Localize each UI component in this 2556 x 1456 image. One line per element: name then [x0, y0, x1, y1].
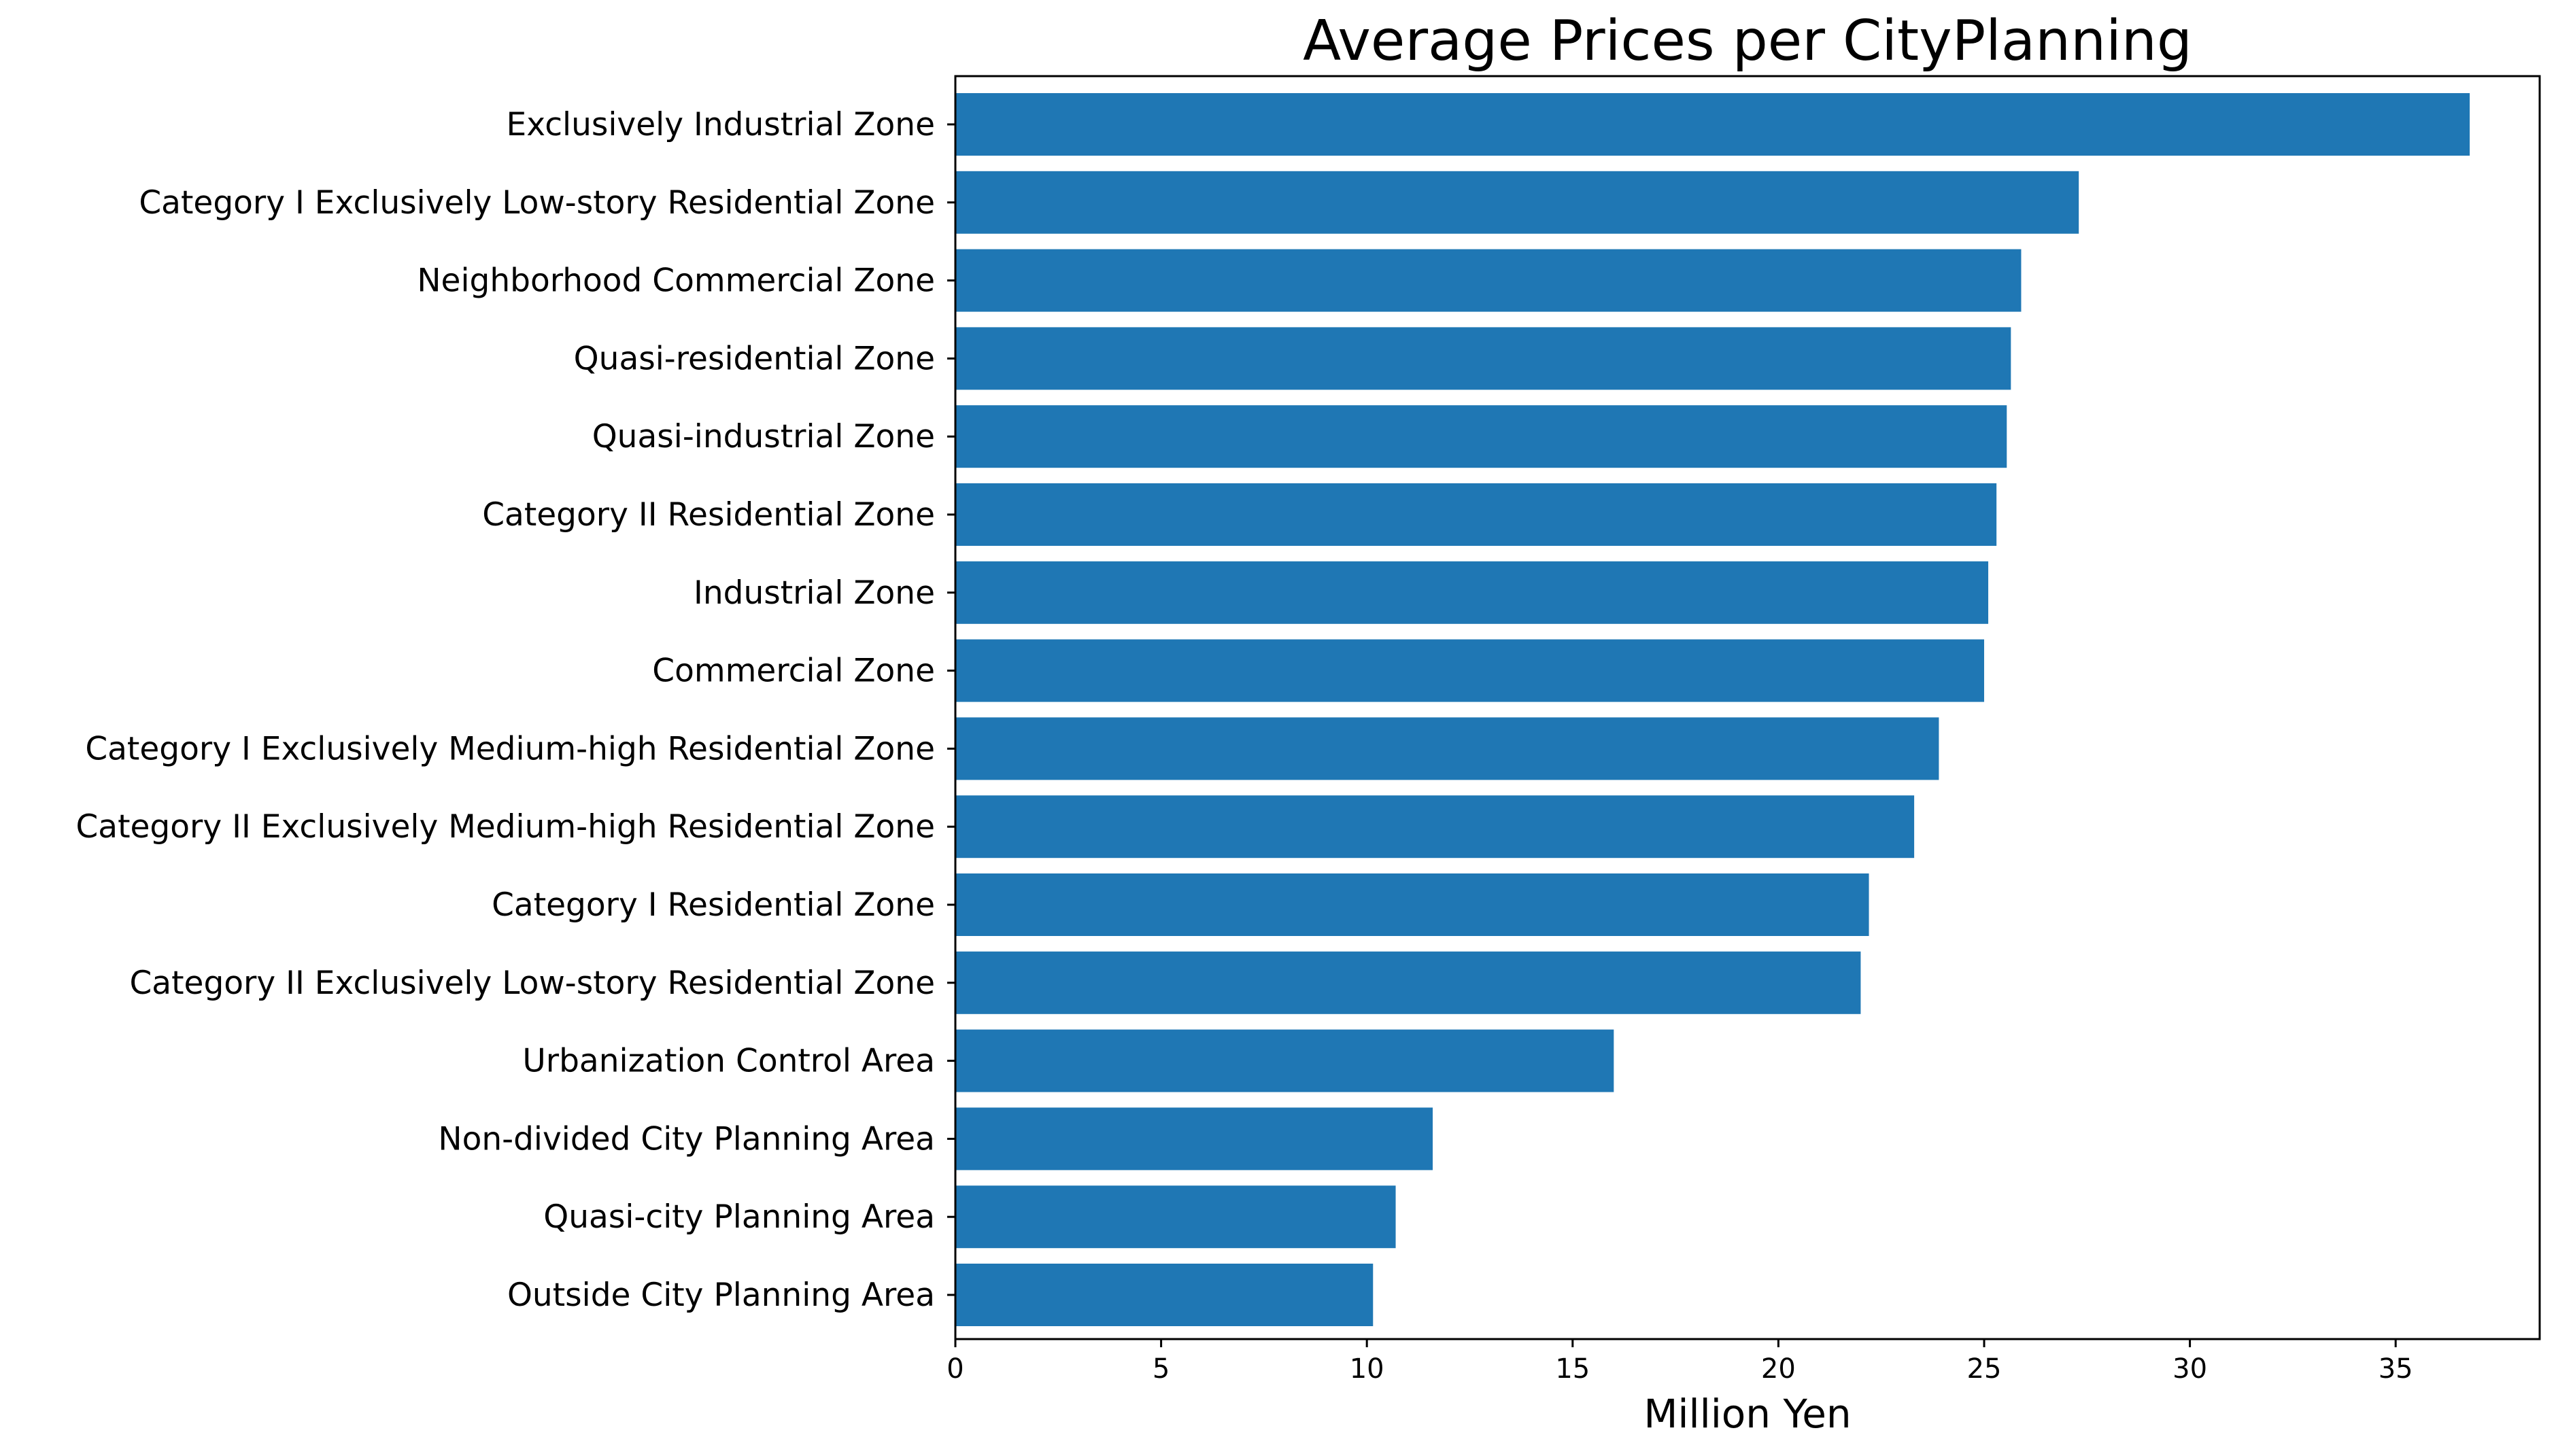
bar-10: [955, 873, 1869, 936]
bar-0: [955, 93, 2470, 156]
category-label-1: Category I Exclusively Low-story Residen…: [139, 184, 935, 222]
x-tick-label-4: 20: [1761, 1353, 1796, 1385]
plot-frame: [954, 75, 2541, 1340]
x-tick-label-7: 35: [2379, 1353, 2413, 1385]
bar-2: [955, 249, 2022, 312]
x-tick-label-1: 5: [1153, 1353, 1170, 1385]
x-tick-label-3: 15: [1555, 1353, 1590, 1385]
bar-1: [955, 171, 2079, 234]
bars-group: [955, 93, 2470, 1326]
bar-3: [955, 327, 2011, 390]
category-label-10: Category I Residential Zone: [492, 886, 935, 924]
category-label-15: Outside City Planning Area: [507, 1277, 935, 1314]
category-label-11: Category II Exclusively Low-story Reside…: [129, 965, 935, 1002]
category-label-2: Neighborhood Commercial Zone: [417, 262, 935, 300]
category-label-3: Quasi-residential Zone: [574, 340, 935, 377]
bar-7: [955, 639, 1984, 702]
x-axis-label: Million Yen: [1643, 1391, 1851, 1437]
x-tick-label-6: 30: [2172, 1353, 2207, 1385]
x-tick-label-5: 25: [1967, 1353, 2002, 1385]
category-label-6: Industrial Zone: [694, 574, 935, 612]
category-labels-group: Exclusively Industrial Zone Category I Ex…: [75, 106, 955, 1314]
x-axis-ticks-group: 0 5 10 15 20 25 30 35: [947, 1339, 2413, 1385]
chart-title: Average Prices per CityPlanning: [1303, 9, 2192, 73]
bar-5: [955, 483, 1997, 546]
bar-12: [955, 1029, 1614, 1092]
category-label-14: Quasi-city Planning Area: [543, 1198, 935, 1236]
category-label-0: Exclusively Industrial Zone: [507, 106, 935, 143]
category-label-13: Non-divided City Planning Area: [438, 1120, 935, 1158]
category-label-8: Category I Exclusively Medium-high Resid…: [85, 730, 935, 767]
category-label-12: Urbanization Control Area: [522, 1043, 935, 1080]
bar-8: [955, 717, 1939, 780]
bar-11: [955, 951, 1861, 1014]
bar-13: [955, 1107, 1433, 1171]
category-label-7: Commercial Zone: [652, 653, 935, 690]
bar-9: [955, 795, 1915, 859]
x-tick-label-2: 10: [1350, 1353, 1384, 1385]
x-tick-label-0: 0: [947, 1353, 964, 1385]
bar-4: [955, 405, 2007, 468]
category-label-9: Category II Exclusively Medium-high Resi…: [75, 808, 935, 846]
category-label-4: Quasi-industrial Zone: [592, 418, 935, 455]
bar-15: [955, 1264, 1374, 1326]
category-label-5: Category II Residential Zone: [482, 496, 935, 534]
bar-14: [955, 1185, 1396, 1249]
bar-6: [955, 561, 1989, 624]
